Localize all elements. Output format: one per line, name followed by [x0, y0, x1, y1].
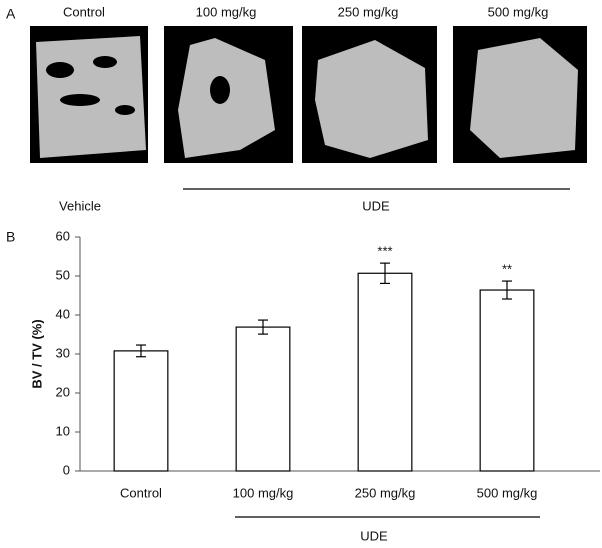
- micro-ct-image: [453, 26, 587, 163]
- group-label: Vehicle: [59, 198, 101, 213]
- micro-ct-image: [302, 26, 437, 163]
- y-tick-label: 20: [56, 384, 70, 399]
- image-title: 250 mg/kg: [338, 4, 399, 19]
- y-tick-label: 0: [63, 462, 70, 477]
- bar: [357, 272, 413, 472]
- image-title: 100 mg/kg: [196, 4, 257, 19]
- y-axis-title: BV / TV (%): [29, 319, 44, 388]
- x-tick-label: Control: [120, 485, 162, 500]
- image-title: Control: [63, 4, 105, 19]
- y-tick-label: 60: [56, 228, 70, 243]
- error-bar: [258, 319, 268, 335]
- y-tick-label: 10: [56, 423, 70, 438]
- bar: [113, 350, 169, 472]
- error-bar: [380, 262, 390, 285]
- significance-label: **: [502, 262, 512, 277]
- error-bar: [136, 344, 146, 358]
- x-tick-label: 250 mg/kg: [355, 485, 416, 500]
- error-bar: [502, 280, 512, 300]
- y-tick-label: 40: [56, 306, 70, 321]
- group-label: UDE: [362, 198, 390, 213]
- significance-label: ***: [377, 244, 392, 259]
- group-label: UDE: [360, 528, 388, 543]
- panel-label: A: [6, 6, 16, 22]
- bar: [235, 326, 291, 472]
- micro-ct-image: [164, 26, 293, 163]
- image-title: 500 mg/kg: [488, 4, 549, 19]
- micro-ct-image: [30, 26, 148, 163]
- bar: [479, 289, 535, 472]
- y-tick-label: 30: [56, 345, 70, 360]
- panel-label: B: [6, 229, 15, 245]
- y-tick-label: 50: [56, 267, 70, 282]
- x-tick-label: 100 mg/kg: [233, 485, 294, 500]
- x-tick-label: 500 mg/kg: [477, 485, 538, 500]
